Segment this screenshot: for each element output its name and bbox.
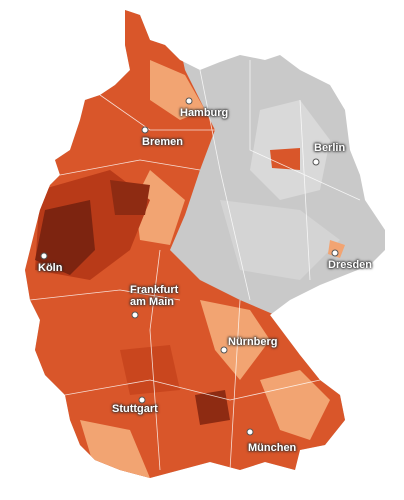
- city-label: Köln: [38, 262, 63, 274]
- city-dot: [312, 158, 320, 166]
- region-light: [220, 200, 340, 280]
- city-label: Berlin: [314, 142, 346, 154]
- city-label: Bremen: [142, 136, 183, 148]
- region-darkest: [35, 200, 95, 275]
- region-light-orange: [150, 60, 205, 120]
- city-dot: [40, 252, 48, 260]
- region-berlin: [270, 148, 300, 170]
- city-dot: [141, 126, 149, 134]
- city-dot: [220, 346, 228, 354]
- city-label: Stuttgart: [112, 403, 158, 415]
- city-label: Dresden: [328, 259, 373, 271]
- city-dot: [131, 311, 139, 319]
- city-dot: [185, 97, 193, 105]
- city-dot: [246, 428, 254, 436]
- region-darkest: [110, 180, 150, 215]
- city-dots: [40, 97, 339, 436]
- region-light-orange: [260, 370, 330, 440]
- city-label: Nürnberg: [228, 336, 278, 348]
- region-light-orange: [200, 300, 270, 380]
- borders: [29, 60, 361, 471]
- city-label: Hamburg: [180, 107, 229, 119]
- city-dot: [138, 396, 146, 404]
- city-label: Frankfurt am Main: [130, 284, 179, 308]
- region-darkest: [195, 390, 230, 425]
- city-dot: [331, 249, 339, 257]
- city-label: München: [248, 442, 297, 454]
- region-dark: [120, 345, 180, 395]
